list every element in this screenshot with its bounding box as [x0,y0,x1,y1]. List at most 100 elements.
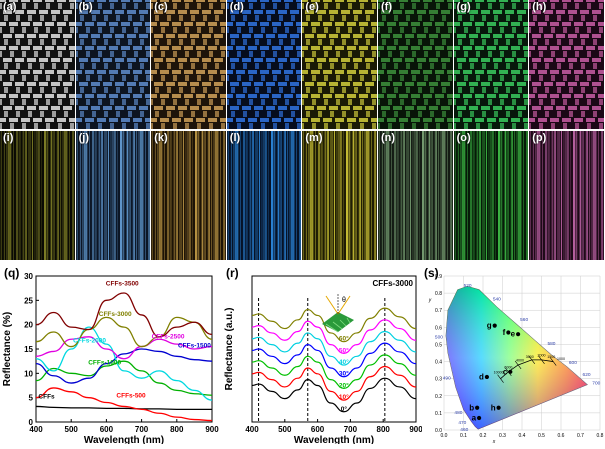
weave-bar-v [226,75,229,81]
weave-bar-h [9,46,18,50]
cct-mark: 1000 [557,357,565,361]
weave-bar-v [581,39,586,45]
fiber-strand [554,131,556,260]
fiber-strand [355,131,357,260]
fiber-strand [530,131,532,260]
weave-bar-h [580,82,590,86]
weave-bar-v [155,111,160,117]
cct-mark: 1500 [547,355,555,359]
point-h [496,405,501,410]
weave-bar-v [487,75,492,81]
weave-bar-h [253,34,263,38]
weave-bar-h [151,118,158,122]
fiber-strand [545,131,547,260]
weave-bar-v [493,87,498,93]
series-annotation: CFFs-500 [116,393,146,400]
fiber-strand [47,131,49,260]
weave-bar-h [435,94,444,98]
weave-bar-h [51,82,60,86]
fiber-strand [443,131,446,260]
fiber-strand [322,131,323,260]
weave-bar-v [254,15,259,21]
weave-bar-h [504,82,514,86]
fiber-pattern [302,131,377,260]
weave-bar-v [330,87,335,93]
weave-bar-h [532,82,542,86]
fiber-strand [103,131,105,260]
weave-bar-h [226,0,233,2]
weave-bar-h [21,94,30,98]
weave-bar-h [359,46,369,50]
weave-bar-h [57,118,66,122]
fiber-strand [131,131,133,260]
weave-bar-v [121,75,126,81]
x-tick-label: 400 [245,425,259,434]
weave-bar-h [411,0,420,2]
weave-bar-h [172,0,182,2]
weave-bar-v [348,99,353,105]
weave-bar-v [91,63,96,69]
weave-bar-h [335,22,345,26]
weave-bar-h [378,46,384,50]
weave-bar-v [430,111,434,117]
weave-bar-h [220,94,226,98]
fiber-strand [435,131,437,260]
panel-label: (b) [78,1,93,13]
weave-bar-v [242,87,247,93]
fiber-strand [253,131,254,260]
weave-bar-v [430,15,434,21]
weave-pattern [453,0,529,129]
fiber-strand [38,131,40,260]
weave-bar-h [492,10,502,14]
weave-bar-v [167,63,172,69]
weave-bar-v [203,39,208,45]
fiber-strand [213,131,215,260]
weave-bar-v [493,15,498,21]
weave-bar-h [498,70,508,74]
fiber-strand [509,131,511,260]
series-line-cffs-500 [35,387,213,422]
weave-bar-h [84,94,94,98]
weave-bar-h [160,46,170,50]
weave-bar-v [318,63,323,69]
weave-bar-h [447,118,453,122]
weave-bar-v [34,123,38,129]
fiber-strand [240,131,241,260]
weave-bar-v [16,87,20,93]
weave-bar-h [271,94,281,98]
weave-bar-v [272,99,277,105]
fiber-pattern [453,131,528,260]
y-tick-label: 0.8 [435,291,442,297]
weave-bar-v [40,87,44,93]
weave-bar-h [78,82,88,86]
weave-bar-v [145,27,150,33]
weave-bar-h [522,70,529,74]
weave-bar-h [435,70,444,74]
weave-bar-h [492,34,502,38]
weave-bar-h [241,10,251,14]
weave-bar-v [290,111,295,117]
fiber-strand [466,131,468,260]
weave-bar-v [284,99,289,105]
weave-bar-v [517,15,522,21]
fiber-strand [334,131,336,260]
reflectance-chart-q: (q) 400 500 600 700 800 900 0 5 10 15 20 25 30 Wavele… [0,262,220,446]
weave-bar-h [441,82,450,86]
weave-bar-h [302,0,309,2]
weave-bar-v [91,15,96,21]
weave-bar-h [302,118,309,122]
fiber-strand [302,131,303,260]
weave-bar-h [166,82,176,86]
fiber-strand [519,131,521,260]
weave-bar-h [84,118,94,122]
weave-bar-v [260,27,265,33]
weave-bar-v [22,3,26,9]
weave-bar-h [359,94,369,98]
weave-bar-h [556,58,566,62]
fiber-strand [577,131,578,260]
weave-bar-v [203,15,208,21]
series-annotation: CFFs-3500 [106,281,139,288]
weave-bar-h [480,10,490,14]
weave-bar-v [575,3,580,9]
weave-bar-h [435,0,444,2]
